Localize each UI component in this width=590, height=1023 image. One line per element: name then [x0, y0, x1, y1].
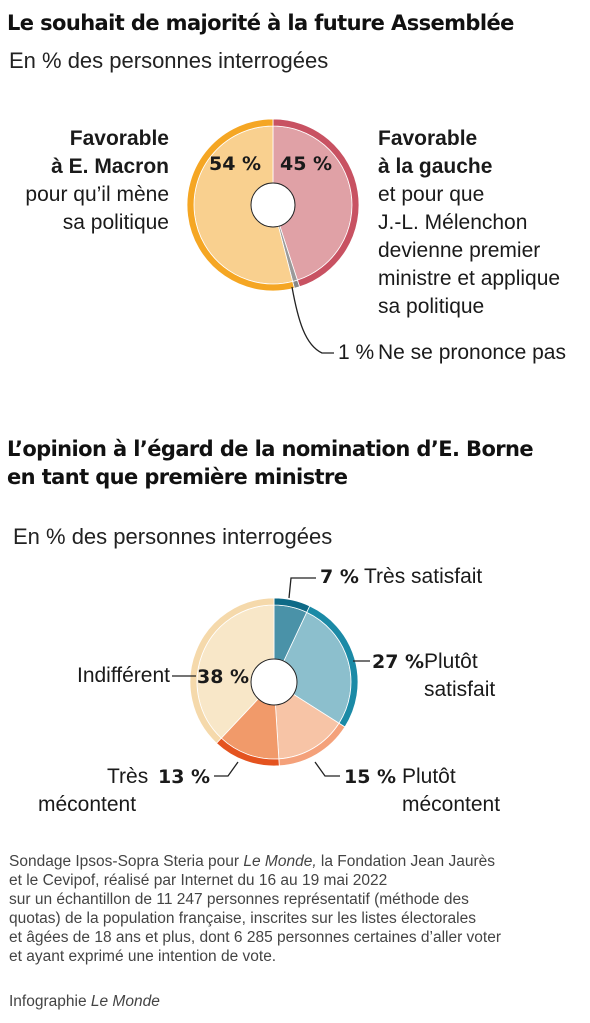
tres-sat-label: Très satisfait — [364, 565, 483, 588]
gauche-label-1: et pour que — [378, 183, 485, 206]
credit-b: Le Monde — [90, 993, 160, 1010]
chart2-subtitle: En % des personnes interrogées — [13, 524, 333, 549]
tres-mec-label-1: Très — [107, 765, 149, 788]
source-line-5: et âgées de 18 ans et plus, dont 6 285 p… — [9, 929, 502, 946]
macron-label-1: pour qu’il mène — [25, 183, 169, 206]
plutot-sat-label-1: Plutôt — [424, 650, 478, 673]
gauche-label-2: J.-L. Mélenchon — [378, 211, 528, 234]
gauche-label-3: devienne premier — [378, 239, 541, 262]
plutot-mec-label-1: Plutôt — [402, 765, 456, 788]
pie2-center-hole — [250, 658, 298, 706]
chart2-title-line-2: en tant que première ministre — [7, 465, 348, 489]
chart1-subtitle: En % des personnes interrogées — [9, 48, 329, 73]
plutot-sat-pct-label: 27 % — [372, 651, 425, 673]
gauche-label-bold-1: Favorable — [378, 127, 478, 150]
source-line-4: quotas) de la population française, insc… — [9, 910, 476, 927]
tres-mec-label-2: mécontent — [38, 793, 137, 816]
source-line-1-a: Sondage Ipsos-Sopra Steria pour — [9, 853, 244, 870]
tres-mec-leader-line — [214, 761, 239, 777]
nsp-leader-line — [291, 286, 334, 354]
indiff-pct-label: 38 % — [197, 666, 250, 688]
macron-label-2: sa politique — [62, 211, 169, 234]
chart2-title-line-1: L’opinion à l’égard de la nomination d’E… — [7, 437, 534, 461]
source-line-3: sur un échantillon de 11 247 personnes r… — [9, 891, 469, 908]
gauche-label-bold-2: à la gauche — [378, 155, 493, 178]
pie1-slice-ring-2 — [186, 118, 295, 292]
plutot-mec-label-2: mécontent — [402, 793, 501, 816]
tres-sat-leader-line — [288, 577, 316, 599]
nsp-label: Ne se prononce pas — [378, 341, 566, 364]
gauche-label-4: ministre et applique — [378, 267, 561, 290]
tres-sat-pct-label: 7 % — [320, 566, 359, 588]
plutot-mec-leader-line — [314, 761, 340, 777]
credit: Infographie Le Monde — [9, 992, 160, 1011]
macron-label-bold-2: à E. Macron — [51, 155, 169, 178]
credit-a: Infographie — [9, 993, 91, 1010]
plutot-sat-label-2: satisfait — [424, 678, 496, 701]
source-line-2: et le Cevipof, réalisé par Internet du 1… — [9, 872, 388, 889]
source-line-6: et ayant exprimé une intention de vote. — [9, 948, 277, 965]
pie1-center-hole — [250, 182, 296, 228]
indiff-label: Indifférent — [76, 664, 170, 687]
source-line-1: Sondage Ipsos-Sopra Steria pour Le Monde… — [9, 852, 495, 871]
pie2-slice-ring-4 — [189, 597, 275, 744]
tres-mec-pct-label: 13 % — [158, 766, 211, 788]
macron-label-bold-1: Favorable — [69, 127, 169, 150]
pie-chart-2 — [189, 597, 359, 767]
macron-pct-label: 54 % — [209, 153, 262, 175]
nsp-pct-label: 1 % — [338, 341, 375, 364]
source-line-1-c: la Fondation Jean Jaurès — [316, 853, 495, 870]
pie-chart-1 — [186, 118, 360, 292]
plutot-mec-pct-label: 15 % — [344, 766, 397, 788]
chart1-title: Le souhait de majorité à la future Assem… — [7, 11, 514, 35]
gauche-pct-label: 45 % — [280, 153, 333, 175]
gauche-label-5: sa politique — [378, 295, 485, 318]
source-line-1-b: Le Monde, — [243, 853, 317, 870]
